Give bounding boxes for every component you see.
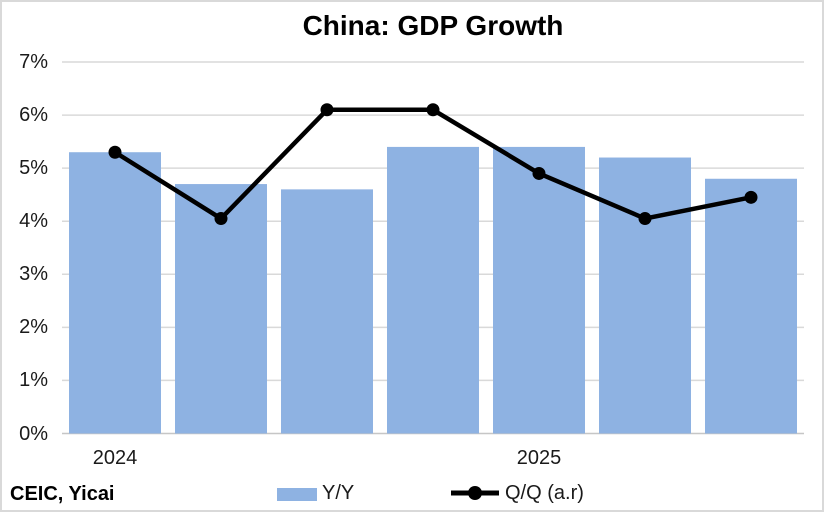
line-marker-qq — [532, 166, 546, 180]
bar-yy — [493, 146, 585, 434]
y-axis-tick-label: 1% — [19, 369, 48, 392]
chart-title: China: GDP Growth — [302, 10, 564, 41]
bar-yy — [599, 157, 691, 434]
line-series-swatch-icon — [451, 486, 499, 500]
legend-item-qq: Q/Q (a.r) — [450, 479, 610, 507]
bar-series-swatch-icon — [277, 488, 317, 501]
legend-label-qq: Q/Q (a.r) — [505, 482, 584, 504]
line-marker-qq — [108, 145, 122, 159]
bar-yy — [175, 184, 267, 434]
line-marker-qq — [426, 103, 440, 117]
line-marker-qq — [214, 212, 228, 226]
line-marker-qq — [320, 103, 334, 117]
y-axis-tick-label: 4% — [19, 210, 48, 233]
x-axis-year-label: 2024 — [92, 447, 138, 469]
y-axis-tick-label: 7% — [19, 51, 48, 73]
source-note: CEIC, Yicai — [10, 483, 115, 505]
y-axis-tick-label: 6% — [19, 104, 48, 127]
y-axis-tick-label: 3% — [19, 263, 48, 286]
y-axis-tick-label: 2% — [19, 316, 48, 339]
bar-yy — [69, 152, 161, 434]
line-marker-qq — [744, 190, 758, 204]
bar-yy — [705, 178, 797, 434]
legend-item-yy: Y/Y — [277, 479, 367, 507]
y-axis-tick-label: 0% — [19, 422, 48, 445]
bar-yy — [387, 146, 479, 434]
legend-label-yy: Y/Y — [322, 482, 355, 504]
y-axis-tick-label: 5% — [19, 157, 48, 180]
bar-yy — [281, 189, 373, 434]
x-axis-year-label: 2025 — [516, 447, 562, 469]
line-marker-qq — [638, 212, 652, 226]
